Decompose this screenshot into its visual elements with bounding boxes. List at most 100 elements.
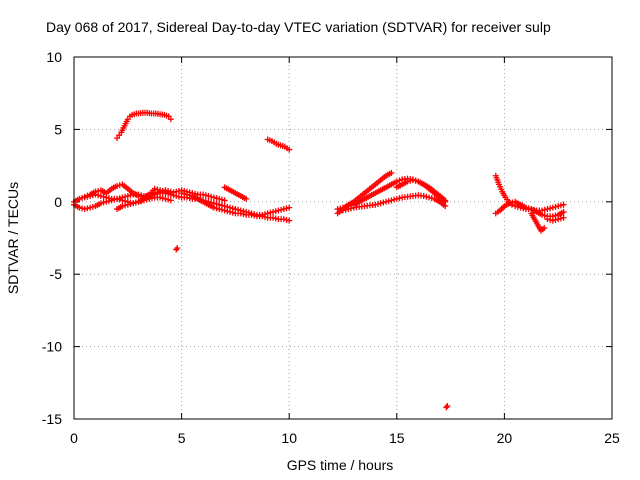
- data-point: [444, 402, 451, 409]
- data-point: [522, 204, 529, 211]
- data-point: [442, 197, 449, 204]
- data-point: [345, 206, 352, 213]
- data-point: [549, 204, 556, 211]
- data-point: [396, 177, 403, 184]
- data-point: [218, 206, 225, 213]
- data-point: [227, 208, 234, 215]
- data-point: [552, 203, 559, 210]
- series-arc-8-1: [334, 169, 395, 217]
- data-point: [175, 193, 182, 200]
- y-axis-title: SDTVAR / TECUs: [5, 182, 21, 294]
- series-arc-7: [173, 245, 181, 253]
- data-point: [200, 191, 207, 198]
- data-point: [552, 216, 559, 223]
- data-point: [186, 192, 193, 199]
- data-point: [393, 195, 400, 202]
- x-tick-labels: 0 5 10 15 20 25: [70, 430, 620, 446]
- data-point: [541, 212, 548, 219]
- data-point: [377, 200, 384, 207]
- data-point: [157, 188, 164, 195]
- data-points: [71, 109, 567, 411]
- data-point: [76, 195, 83, 202]
- y-tick-label: 0: [54, 194, 62, 210]
- x-axis-title: GPS time / hours: [287, 457, 394, 473]
- series-arc-10-3: [528, 210, 548, 234]
- data-point: [100, 199, 107, 206]
- series-arc-2: [114, 187, 174, 213]
- chart-title: Day 068 of 2017, Sidereal Day-to-day VTE…: [46, 19, 551, 35]
- data-point: [404, 178, 411, 185]
- data-point: [154, 189, 161, 196]
- data-point: [105, 195, 112, 202]
- data-point: [420, 193, 427, 200]
- y-tick-labels: -15 -10 -5 0 5 10: [42, 49, 62, 427]
- x-tick-label: 0: [70, 430, 78, 446]
- data-point: [95, 192, 102, 199]
- data-point: [272, 215, 279, 222]
- data-point: [216, 195, 223, 202]
- data-point: [560, 201, 567, 208]
- data-point: [183, 191, 190, 198]
- data-point: [119, 203, 126, 210]
- data-point: [167, 197, 174, 204]
- data-point: [151, 190, 158, 197]
- data-point: [286, 204, 293, 211]
- series-arc-9: [443, 402, 451, 411]
- data-point: [248, 211, 255, 218]
- data-point: [334, 206, 341, 213]
- data-point: [159, 187, 166, 194]
- data-point: [541, 206, 548, 213]
- data-point: [286, 146, 293, 153]
- data-point: [213, 195, 220, 202]
- data-point: [89, 192, 96, 199]
- data-point: [210, 204, 217, 211]
- data-point: [251, 212, 258, 219]
- data-point: [555, 216, 562, 223]
- data-point: [103, 194, 110, 201]
- data-point: [173, 246, 180, 253]
- data-point: [167, 116, 174, 123]
- data-point: [124, 201, 131, 208]
- data-point: [555, 203, 562, 210]
- data-point: [122, 193, 129, 200]
- data-point: [547, 216, 554, 223]
- data-point: [261, 214, 268, 221]
- data-point: [165, 196, 172, 203]
- data-point: [393, 178, 400, 185]
- data-point: [81, 194, 88, 201]
- data-point: [97, 200, 104, 207]
- plot-frame: [73, 56, 613, 420]
- data-point: [283, 205, 290, 212]
- series-arc-4: [221, 184, 250, 202]
- data-point: [116, 182, 123, 189]
- data-point: [202, 192, 209, 199]
- data-point: [237, 210, 244, 217]
- data-point: [539, 211, 546, 218]
- x-tick-label: 15: [389, 430, 405, 446]
- data-point: [348, 205, 355, 212]
- data-point: [391, 196, 398, 203]
- data-point: [167, 188, 174, 195]
- data-point: [560, 208, 567, 215]
- data-point: [426, 194, 433, 201]
- data-point: [224, 208, 231, 215]
- data-point: [124, 193, 131, 200]
- series-arc-1-1: [81, 190, 293, 218]
- data-point: [280, 216, 287, 223]
- data-point: [229, 209, 236, 216]
- data-point: [340, 207, 346, 214]
- data-point: [270, 208, 277, 215]
- data-point: [272, 208, 279, 215]
- series-arc-8-3: [340, 192, 449, 214]
- data-point: [159, 195, 166, 202]
- y-tick-label: -10: [42, 339, 62, 355]
- data-point: [178, 190, 185, 197]
- data-point: [92, 191, 99, 198]
- data-point: [557, 215, 564, 222]
- data-point: [243, 195, 250, 202]
- data-point: [114, 195, 121, 202]
- data-point: [396, 195, 403, 202]
- data-point: [380, 199, 387, 206]
- data-point: [81, 206, 88, 213]
- data-point: [210, 194, 217, 201]
